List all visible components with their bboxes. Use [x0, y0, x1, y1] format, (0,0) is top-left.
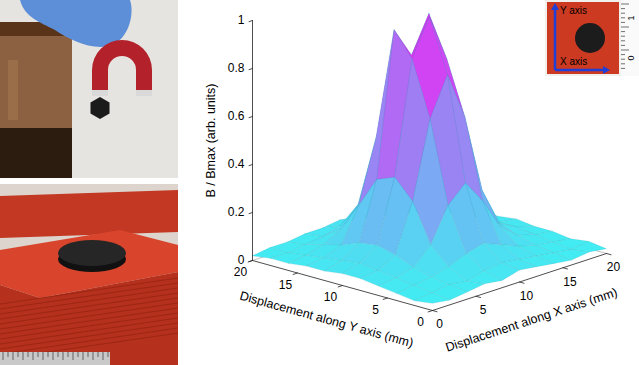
svg-text:0.6: 0.6: [228, 109, 245, 123]
svg-text:Displacement along X axis (mm): Displacement along X axis (mm): [444, 285, 619, 354]
svg-text:0.4: 0.4: [228, 157, 245, 171]
svg-text:10: 10: [520, 289, 534, 303]
svg-text:0: 0: [626, 55, 636, 60]
svg-text:10: 10: [324, 290, 338, 304]
svg-text:0.8: 0.8: [228, 61, 245, 75]
svg-text:1: 1: [626, 15, 636, 20]
svg-text:5: 5: [372, 303, 379, 317]
svg-text:15: 15: [279, 278, 293, 292]
svg-text:Y axis: Y axis: [560, 5, 587, 16]
svg-text:15: 15: [563, 275, 577, 289]
svg-text:0: 0: [238, 253, 245, 267]
svg-text:B / Bmax (arb. units): B / Bmax (arb. units): [204, 84, 218, 198]
svg-text:0: 0: [436, 317, 443, 331]
svg-text:1: 1: [238, 13, 245, 27]
svg-text:0.2: 0.2: [228, 205, 245, 219]
svg-text:X axis: X axis: [560, 56, 587, 67]
svg-text:Displacement along Y axis (mm): Displacement along Y axis (mm): [238, 289, 415, 351]
svg-text:20: 20: [607, 260, 621, 274]
svg-text:20: 20: [234, 265, 248, 279]
svg-text:5: 5: [480, 303, 487, 317]
svg-text:0: 0: [417, 315, 424, 329]
